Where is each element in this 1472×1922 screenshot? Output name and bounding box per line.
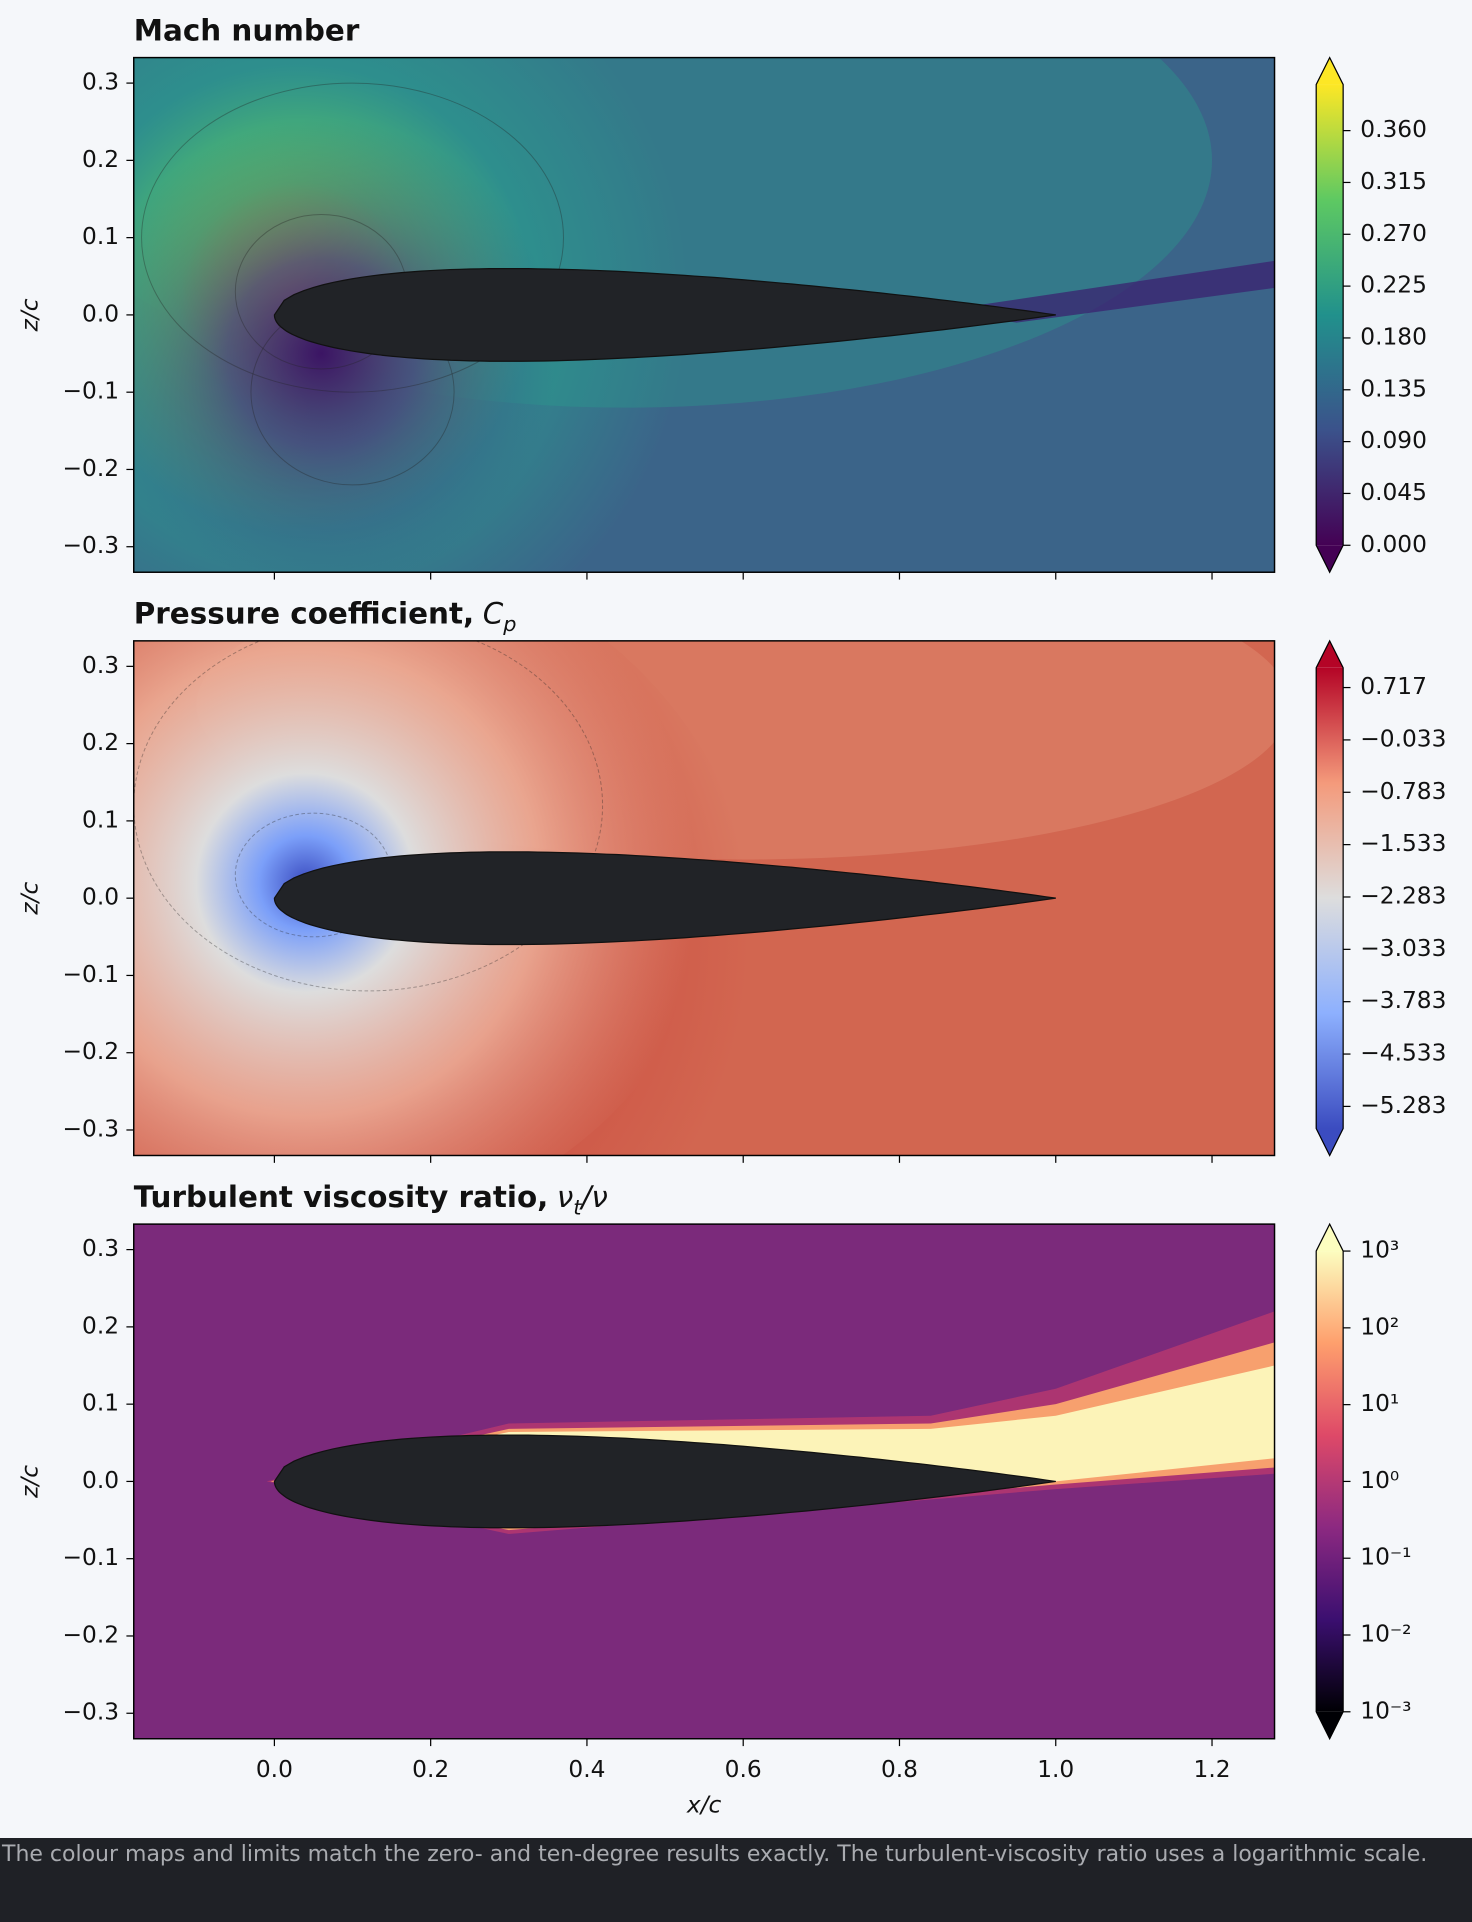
y-tick-label: −0.3: [63, 1699, 120, 1726]
title-symbol-sub: t: [573, 1195, 582, 1219]
colorbar-extend: [1316, 57, 1344, 85]
y-tick-label: 0.2: [82, 729, 119, 756]
title-symbol-sub: p: [502, 612, 516, 636]
y-tick-label: 0.2: [82, 1312, 119, 1339]
caption: The colour maps and limits match the zer…: [0, 1838, 1472, 1922]
colorbar-tick-label: −3.033: [1360, 935, 1446, 962]
colorbar-tick-label: 10²: [1360, 1313, 1399, 1340]
title-text: Mach number: [134, 13, 360, 47]
airfoil: [273, 267, 1056, 362]
colorbar-tick-label: 10⁻²: [1360, 1621, 1411, 1648]
airfoil: [273, 1434, 1056, 1529]
x-tick-label: 1.2: [1194, 1756, 1231, 1783]
y-tick-label: 0.0: [82, 1467, 119, 1494]
y-tick-label: 0.1: [82, 1390, 119, 1417]
colorbar-extend: [1316, 1128, 1344, 1156]
y-tick-label: 0.1: [82, 806, 119, 833]
colorbar-tick-label: −1.533: [1360, 830, 1446, 857]
colorbar-tick-label: 0.135: [1360, 375, 1427, 402]
figure: 0.3 0.2 0.1 0.0 −0.1 −0.2 −0.3 z/c Mach number 0.…: [16, 13, 1446, 1819]
title-text: Pressure coefficient,: [134, 597, 474, 631]
panel-title: Turbulent viscosity ratio, νt/ν: [134, 1180, 608, 1219]
y-tick-label: 0.0: [82, 300, 119, 327]
x-tick-label: 0.8: [881, 1756, 918, 1783]
y-tick-label: −0.1: [63, 1544, 120, 1571]
contour-line: [141, 82, 564, 393]
title-text: Turbulent viscosity ratio,: [134, 1180, 549, 1214]
colorbar-extend: [1316, 640, 1344, 668]
y-tick-label: 0.3: [82, 1235, 119, 1262]
x-axis-label: x/c: [686, 1792, 722, 1819]
panel: 0.3 0.2 0.1 0.0 −0.1 −0.2 −0.3 z/c Pressure coef…: [16, 597, 1446, 1163]
colorbar-tick-label: −0.783: [1360, 778, 1446, 805]
field: [133, 1224, 1275, 1739]
y-axis-label: z/c: [16, 1465, 43, 1499]
colorbar-tick-label: 10¹: [1360, 1390, 1399, 1417]
panel-title: Pressure coefficient, Cp: [134, 597, 517, 636]
y-tick-label: −0.3: [63, 532, 120, 559]
y-tick-label: −0.3: [63, 1115, 120, 1142]
y-tick-label: 0.2: [82, 146, 119, 173]
y-tick-label: −0.1: [63, 378, 120, 405]
panel-title: Mach number: [134, 13, 360, 47]
colorbar: [1316, 667, 1344, 1129]
y-axis-label: z/c: [16, 882, 43, 916]
colorbar: [1316, 1251, 1344, 1712]
field: [133, 57, 1275, 573]
airfoil: [273, 851, 1056, 946]
x-tick-label: 1.0: [1037, 1756, 1074, 1783]
colorbar-tick-label: −0.033: [1360, 725, 1446, 752]
y-tick-label: 0.3: [82, 69, 119, 96]
x-tick-label: 0.6: [725, 1756, 762, 1783]
colorbar-tick-label: 0.270: [1360, 220, 1427, 247]
contour-line: [133, 640, 603, 992]
colorbar-tick-label: 0.090: [1360, 427, 1427, 454]
x-tick-label: 0.4: [568, 1756, 605, 1783]
colorbar-extend: [1316, 545, 1344, 573]
x-tick-label: 0.0: [256, 1756, 293, 1783]
y-tick-label: −0.2: [63, 1038, 120, 1065]
field: [133, 640, 1275, 1156]
colorbar-tick-label: 0.225: [1360, 272, 1427, 299]
colorbar-extend: [1316, 1711, 1344, 1739]
colorbar-tick-label: 10³: [1360, 1237, 1399, 1264]
field-region: [938, 260, 1275, 323]
panel: 0.3 0.2 0.1 0.0 −0.1 −0.2 −0.3 0.0 0.2 0.4 0.6 0.8 1…: [16, 1180, 1411, 1819]
colorbar-tick-label: −4.533: [1360, 1040, 1446, 1067]
colorbar-tick-label: 10⁻³: [1360, 1697, 1411, 1724]
colorbar-tick-label: 10⁻¹: [1360, 1544, 1411, 1571]
colorbar-tick-label: 0.045: [1360, 479, 1427, 506]
colorbar-tick-label: −3.783: [1360, 987, 1446, 1014]
y-tick-label: 0.1: [82, 223, 119, 250]
colorbar-extend: [1316, 1224, 1344, 1252]
y-axis-label: z/c: [16, 298, 43, 332]
colorbar-tick-label: 0.360: [1360, 116, 1427, 143]
title-symbol: ν: [557, 1180, 573, 1214]
panel: 0.3 0.2 0.1 0.0 −0.1 −0.2 −0.3 z/c Mach number 0.…: [16, 13, 1427, 580]
y-tick-label: −0.1: [63, 961, 120, 988]
axes-frame: [133, 640, 1276, 1157]
colorbar-tick-label: −2.283: [1360, 882, 1446, 909]
colorbar-tick-label: 10⁰: [1360, 1467, 1399, 1494]
title-symbol-tail: /ν: [578, 1180, 607, 1214]
y-tick-label: −0.2: [63, 1621, 120, 1648]
axes-frame: [133, 1223, 1276, 1740]
colorbar-tick-label: 0.000: [1360, 531, 1427, 558]
colorbar-outline: [1315, 639, 1344, 1157]
x-tick-label: 0.2: [412, 1756, 449, 1783]
y-tick-label: −0.2: [63, 455, 120, 482]
colorbar-tick-label: 0.180: [1360, 323, 1427, 350]
colorbar-tick-label: −5.283: [1360, 1092, 1446, 1119]
y-tick-label: 0.3: [82, 652, 119, 679]
axes-frame: [133, 56, 1276, 573]
colorbar-tick-label: 0.717: [1360, 673, 1427, 700]
colorbar-tick-label: 0.315: [1360, 168, 1427, 195]
y-tick-label: 0.0: [82, 884, 119, 911]
title-symbol: C: [483, 597, 504, 631]
colorbar: [1316, 84, 1344, 546]
